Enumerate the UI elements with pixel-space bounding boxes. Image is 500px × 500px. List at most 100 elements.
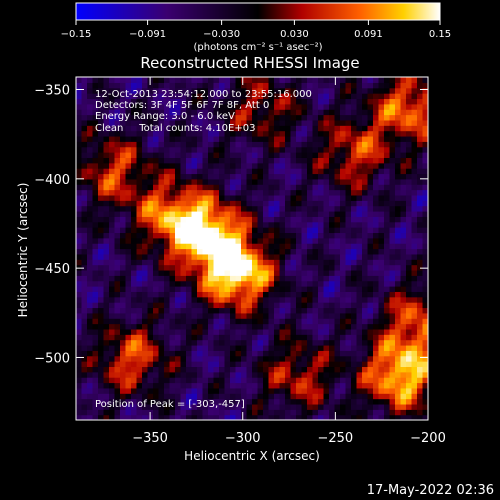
heatmap-pixel: [202, 264, 209, 271]
heatmap-pixel: [301, 157, 308, 164]
heatmap-pixel: [400, 173, 407, 180]
heatmap-pixel: [400, 382, 407, 389]
heatmap-pixel: [257, 98, 264, 105]
heatmap-pixel: [334, 184, 341, 191]
heatmap-pixel: [114, 227, 121, 234]
heatmap-pixel: [213, 243, 220, 250]
heatmap-pixel: [263, 200, 270, 207]
heatmap-pixel: [274, 377, 281, 384]
heatmap-pixel: [169, 280, 176, 287]
heatmap-pixel: [164, 409, 171, 416]
heatmap-pixel: [406, 269, 413, 276]
heatmap-pixel: [147, 312, 154, 319]
heatmap-pixel: [169, 414, 176, 420]
heatmap-pixel: [406, 114, 413, 121]
heatmap-pixel: [274, 366, 281, 373]
heatmap-pixel: [312, 157, 319, 164]
heatmap-pixel: [208, 77, 215, 83]
heatmap-pixel: [180, 398, 187, 405]
heatmap-pixel: [252, 328, 259, 335]
heatmap-pixel: [109, 119, 116, 126]
heatmap-pixel: [279, 87, 286, 94]
heatmap-pixel: [285, 93, 292, 100]
heatmap-pixel: [76, 393, 83, 400]
heatmap-pixel: [301, 237, 308, 244]
heatmap-pixel: [158, 253, 165, 260]
heatmap-pixel: [103, 414, 110, 420]
heatmap-pixel: [76, 307, 83, 314]
heatmap-pixel: [147, 280, 154, 287]
heatmap-pixel: [76, 259, 83, 266]
heatmap-pixel: [268, 168, 275, 175]
heatmap-pixel: [109, 344, 116, 351]
heatmap-pixel: [219, 264, 226, 271]
heatmap-pixel: [351, 87, 358, 94]
heatmap-pixel: [345, 146, 352, 153]
heatmap-pixel: [334, 398, 341, 405]
heatmap-pixel: [301, 114, 308, 121]
heatmap-pixel: [367, 361, 374, 368]
heatmap-pixel: [329, 414, 336, 420]
heatmap-pixel: [175, 339, 182, 346]
heatmap-pixel: [406, 361, 413, 368]
heatmap-pixel: [384, 312, 391, 319]
heatmap-pixel: [340, 275, 347, 282]
heatmap-pixel: [142, 93, 149, 100]
heatmap-pixel: [334, 178, 341, 185]
heatmap-pixel: [301, 248, 308, 255]
heatmap-pixel: [81, 109, 88, 116]
heatmap-pixel: [290, 398, 297, 405]
heatmap-pixel: [169, 103, 176, 110]
heatmap-pixel: [142, 323, 149, 330]
heatmap-pixel: [334, 414, 341, 420]
heatmap-pixel: [158, 227, 165, 234]
heatmap-pixel: [208, 339, 215, 346]
heatmap-pixel: [400, 403, 407, 410]
heatmap-pixel: [235, 264, 242, 271]
heatmap-pixel: [307, 93, 314, 100]
heatmap-pixel: [120, 409, 127, 416]
heatmap-pixel: [120, 216, 127, 223]
heatmap-pixel: [307, 152, 314, 158]
heatmap-pixel: [76, 114, 83, 121]
heatmap-pixel: [175, 141, 182, 148]
heatmap-pixel: [312, 109, 319, 116]
heatmap-pixel: [169, 243, 176, 250]
heatmap-pixel: [411, 184, 418, 191]
heatmap-pixel: [191, 339, 198, 346]
heatmap-pixel: [92, 398, 99, 405]
heatmap-pixel: [120, 366, 127, 373]
heatmap-pixel: [125, 200, 132, 207]
heatmap-pixel: [125, 307, 132, 314]
heatmap-pixel: [422, 350, 428, 357]
heatmap-pixel: [378, 382, 385, 389]
heatmap-pixel: [164, 280, 171, 287]
heatmap-pixel: [92, 119, 99, 126]
heatmap-pixel: [136, 275, 143, 282]
heatmap-pixel: [87, 178, 94, 185]
heatmap-pixel: [307, 414, 314, 420]
heatmap-pixel: [351, 98, 358, 105]
heatmap-pixel: [417, 350, 424, 357]
heatmap-pixel: [351, 253, 358, 260]
heatmap-pixel: [147, 152, 154, 158]
heatmap-pixel: [362, 210, 369, 217]
heatmap-pixel: [98, 178, 105, 185]
heatmap-pixel: [411, 210, 418, 217]
heatmap-pixel: [417, 403, 424, 410]
heatmap-pixel: [153, 232, 160, 239]
heatmap-pixel: [180, 253, 187, 260]
heatmap-pixel: [411, 152, 418, 158]
heatmap-pixel: [411, 194, 418, 201]
heatmap-pixel: [186, 339, 193, 346]
heatmap-pixel: [307, 334, 314, 341]
heatmap-pixel: [120, 302, 127, 309]
heatmap-pixel: [230, 377, 237, 384]
heatmap-pixel: [422, 87, 428, 94]
heatmap-pixel: [334, 232, 341, 239]
heatmap-pixel: [136, 232, 143, 239]
heatmap-pixel: [373, 259, 380, 266]
heatmap-pixel: [307, 302, 314, 309]
heatmap-pixel: [153, 371, 160, 378]
heatmap-pixel: [318, 344, 325, 351]
